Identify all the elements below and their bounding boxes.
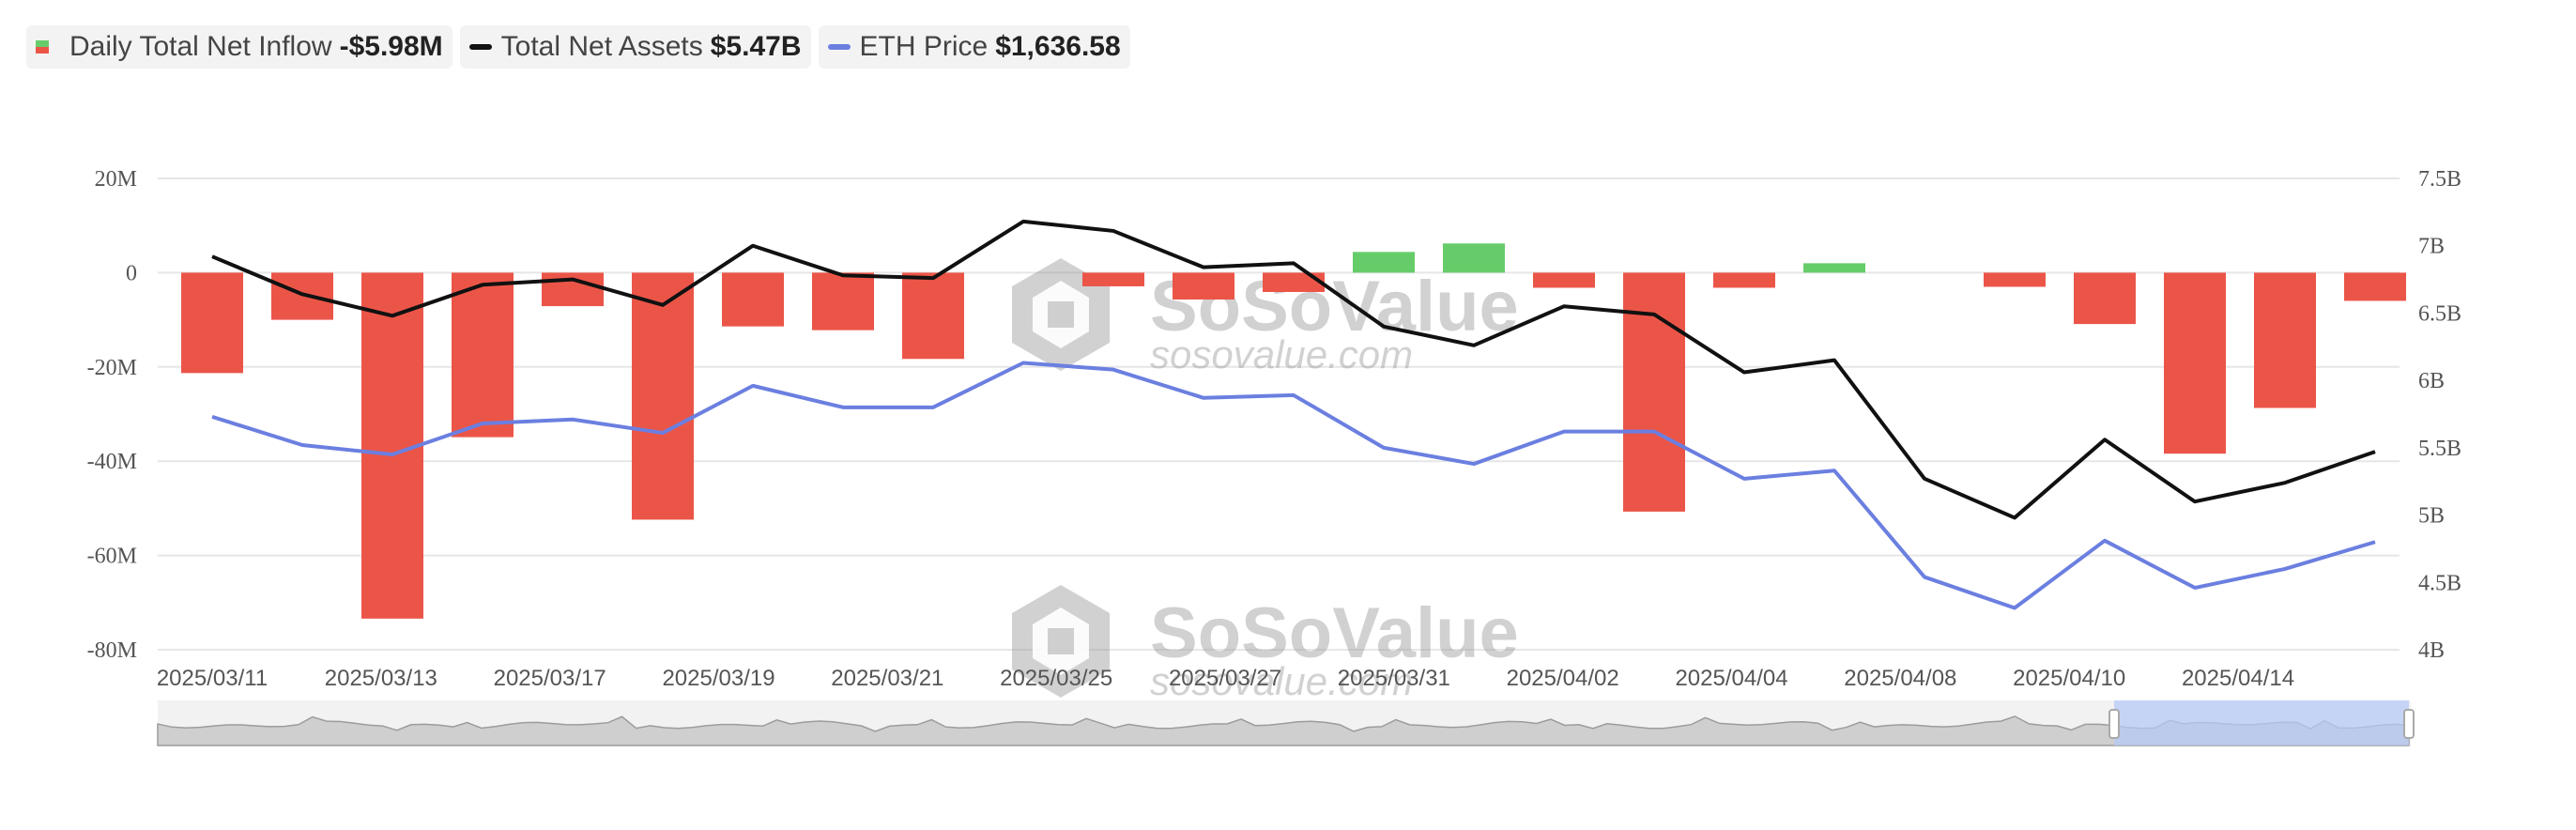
inflow-bar[interactable]	[2164, 272, 2226, 454]
inflow-bar[interactable]	[1713, 272, 1775, 288]
y-left-tick-label: -60M	[87, 545, 137, 569]
y-right-tick-label: 7B	[2418, 235, 2445, 259]
legend-value: $1,636.58	[995, 31, 1121, 62]
legend-item-daily-inflow[interactable]: Daily Total Net Inflow -$5.98M	[26, 25, 452, 69]
x-tick-label: 2025/03/13	[325, 666, 437, 691]
legend-label: ETH Price	[859, 31, 989, 62]
inflow-bar[interactable]	[1533, 272, 1595, 288]
legend-label: Daily Total Net Inflow	[69, 31, 332, 62]
y-right-tick-label: 5B	[2418, 504, 2445, 529]
x-tick-label: 2025/03/19	[662, 666, 774, 691]
slider-right-handle[interactable]	[2403, 709, 2415, 739]
watermark-brand: SoSoValue	[1150, 593, 1519, 673]
inflow-bar[interactable]	[1082, 272, 1144, 286]
axis-labels: 20M 0 -20M -40M -60M -80M 7.5B 7B 6.5B 6B 5.5B 5B 4.…	[87, 167, 2461, 691]
inflow-bar[interactable]	[2074, 272, 2136, 325]
legend-item-net-assets[interactable]: Total Net Assets $5.47B	[459, 25, 811, 69]
y-right-tick-label: 4.5B	[2418, 571, 2461, 595]
y-left-tick-label: -40M	[87, 450, 137, 474]
x-tick-label: 2025/04/02	[1507, 666, 1619, 691]
inflow-bar[interactable]	[1443, 243, 1505, 273]
legend-item-eth-price[interactable]: ETH Price $1,636.58	[818, 25, 1130, 69]
x-tick-label: 2025/03/17	[494, 666, 606, 691]
eth-price-line[interactable]	[211, 361, 2376, 610]
watermark-logo-icon	[1012, 585, 1110, 698]
inflow-bar[interactable]	[2344, 272, 2406, 301]
slider-left-handle[interactable]	[2108, 709, 2120, 739]
y-left-tick-label: 0	[126, 261, 137, 285]
y-right-tick-label: 6B	[2418, 369, 2445, 393]
x-tick-label: 2025/04/04	[1675, 666, 1787, 691]
y-left-tick-label: -80M	[87, 638, 137, 663]
y-right-tick-label: 7.5B	[2418, 167, 2461, 192]
legend-value: -$5.98M	[339, 31, 443, 62]
range-slider[interactable]	[157, 700, 2415, 746]
watermark-url: sosovalue.com	[1150, 659, 1413, 703]
chart-legend: Daily Total Net Inflow -$5.98M Total Net…	[26, 25, 1130, 69]
inflow-bar[interactable]	[271, 272, 333, 320]
inflow-bar[interactable]	[902, 272, 964, 360]
legend-value: $5.47B	[710, 31, 802, 62]
inflow-bar[interactable]	[1173, 272, 1234, 300]
inflow-bar[interactable]	[1353, 252, 1415, 273]
y-right-tick-label: 4B	[2418, 638, 2445, 663]
x-tick-label: 2025/03/25	[1000, 666, 1112, 691]
y-right-tick-label: 5.5B	[2418, 437, 2461, 461]
inflow-bar[interactable]	[1623, 272, 1685, 512]
watermark: SoSoValue sosovalue.com SoSoValue sosova…	[1012, 258, 1519, 703]
x-tick-label: 2025/03/11	[157, 666, 268, 691]
slider-selected-range[interactable]	[2114, 700, 2409, 745]
inflow-bar[interactable]	[181, 272, 243, 374]
x-tick-label: 2025/03/27	[1169, 666, 1281, 691]
x-tick-label: 2025/03/21	[831, 666, 943, 691]
inflow-bar[interactable]	[1803, 263, 1865, 273]
y-right-tick-label: 6.5B	[2418, 301, 2461, 326]
series-lines	[211, 219, 2376, 610]
inflow-bar[interactable]	[1984, 272, 2046, 287]
x-tick-label: 2025/04/10	[2013, 666, 2125, 691]
x-tick-label: 2025/03/31	[1338, 666, 1450, 691]
net-assets-line[interactable]	[211, 219, 2376, 520]
inflow-bar[interactable]	[1263, 272, 1325, 292]
inflow-bar[interactable]	[452, 272, 514, 438]
line-swatch-icon	[827, 44, 851, 50]
x-tick-label: 2025/04/08	[1844, 666, 1956, 691]
inflow-bar[interactable]	[722, 272, 784, 327]
watermark-url: sosovalue.com	[1150, 332, 1413, 377]
y-left-tick-label: -20M	[87, 356, 137, 380]
inflow-bar[interactable]	[632, 272, 694, 520]
legend-label: Total Net Assets	[500, 31, 703, 62]
y-left-tick-label: 20M	[95, 167, 137, 192]
line-swatch-icon	[468, 44, 492, 50]
inflow-bar[interactable]	[812, 272, 874, 330]
watermark-logo-icon	[1012, 258, 1110, 371]
bar-swatch-icon	[36, 40, 49, 54]
inflow-bar[interactable]	[2254, 272, 2316, 408]
watermark-bottom: SoSoValue sosovalue.com	[1012, 585, 1519, 703]
slider-overview-area	[157, 715, 2410, 746]
inflow-bars	[181, 243, 2406, 619]
x-tick-label: 2025/04/14	[2182, 666, 2294, 691]
